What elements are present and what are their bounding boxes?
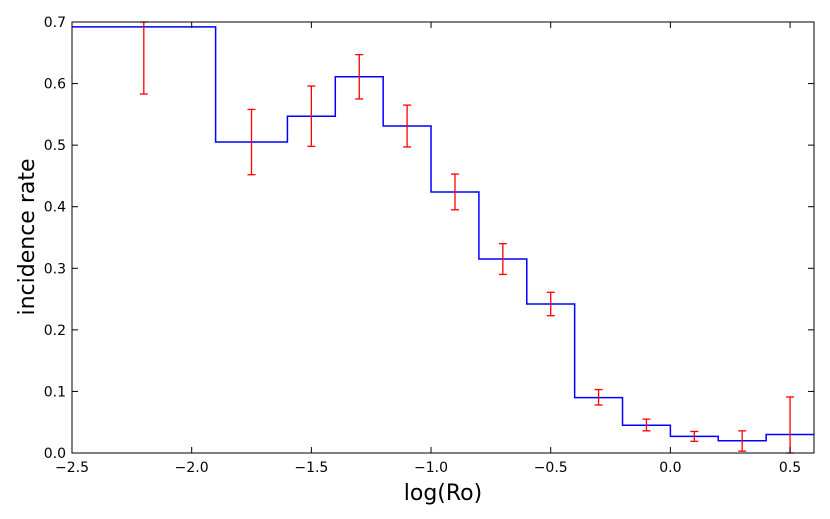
error-bar-11: [738, 430, 747, 452]
y-tick-label: 0.5: [44, 138, 66, 154]
y-axis-label: incidence rate: [15, 158, 40, 315]
y-tick-label: 0.1: [44, 384, 66, 400]
y-tick-label: 0.7: [44, 15, 66, 31]
x-tick-label: 0.0: [659, 460, 681, 476]
y-tick-label: 0.2: [44, 323, 66, 339]
error-bar-6: [498, 243, 507, 276]
x-tick-label: 0.5: [779, 460, 801, 476]
x-axis-label: log(Ro): [404, 481, 482, 506]
plot-area: [72, 22, 814, 453]
x-tick-label: −1.5: [294, 460, 328, 476]
x-tick-label: −1.0: [414, 460, 448, 476]
error-bar-8: [594, 388, 603, 406]
error-bar-10: [690, 430, 699, 442]
x-axis-ticks: −2.5 −2.0 −1.5 −1.0 −0.5 0.0 0.5: [55, 22, 801, 476]
y-axis-ticks: 0.0 0.1 0.2 0.3 0.4 0.5 0.6 0.7: [44, 15, 814, 462]
x-tick-label: −2.0: [175, 460, 209, 476]
error-bar-7: [546, 291, 555, 317]
y-tick-label: 0.0: [44, 446, 66, 462]
y-tick-label: 0.3: [44, 261, 66, 277]
y-tick-label: 0.4: [44, 200, 66, 216]
error-bar-4: [403, 104, 412, 148]
y-tick-label: 0.6: [44, 77, 66, 93]
error-bar-2: [307, 85, 316, 148]
error-bar-9: [642, 418, 651, 432]
x-tick-label: −2.5: [55, 460, 89, 476]
error-bar-1: [247, 108, 256, 176]
error-bar-5: [450, 173, 459, 211]
plot-frame: [71, 21, 815, 454]
error-bar-series: [139, 21, 795, 454]
x-tick-label: −0.5: [534, 460, 568, 476]
error-bar-3: [355, 53, 364, 100]
